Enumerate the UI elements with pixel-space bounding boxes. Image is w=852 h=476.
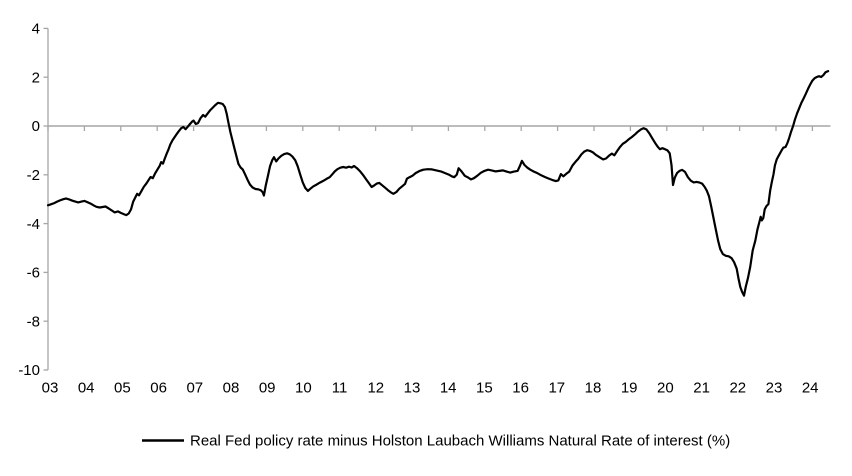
svg-text:-8: -8: [27, 313, 40, 330]
svg-text:03: 03: [42, 380, 59, 397]
svg-text:07: 07: [186, 380, 203, 397]
svg-text:16: 16: [512, 380, 529, 397]
svg-text:10: 10: [295, 380, 312, 397]
svg-text:17: 17: [548, 380, 565, 397]
legend-label: Real Fed policy rate minus Holston Lauba…: [190, 433, 730, 450]
svg-text:2: 2: [32, 69, 40, 86]
svg-text:12: 12: [367, 380, 384, 397]
svg-text:-6: -6: [27, 265, 40, 282]
svg-text:24: 24: [802, 380, 819, 397]
svg-text:08: 08: [223, 380, 240, 397]
svg-text:09: 09: [259, 380, 276, 397]
svg-text:18: 18: [585, 380, 602, 397]
svg-text:-4: -4: [27, 216, 40, 233]
svg-text:13: 13: [404, 380, 421, 397]
svg-text:22: 22: [729, 380, 746, 397]
legend: Real Fed policy rate minus Holston Lauba…: [142, 433, 730, 450]
svg-text:23: 23: [766, 380, 783, 397]
svg-text:21: 21: [693, 380, 710, 397]
svg-text:14: 14: [440, 380, 457, 397]
svg-text:06: 06: [150, 380, 167, 397]
svg-text:19: 19: [621, 380, 638, 397]
svg-text:20: 20: [657, 380, 674, 397]
svg-text:15: 15: [476, 380, 493, 397]
svg-text:11: 11: [332, 380, 348, 397]
svg-text:4: 4: [32, 21, 40, 38]
svg-text:0: 0: [32, 118, 40, 135]
svg-text:-2: -2: [27, 167, 40, 184]
data-line: [46, 69, 830, 297]
svg-text:05: 05: [114, 380, 131, 397]
svg-text:-10: -10: [18, 362, 40, 379]
x-axis-zero-line: 03 04 05 06 07 08 09 10 11 12 13 14 15 16 17 18 19 20 21 22…: [42, 125, 831, 397]
y-axis: 4 2 0 -2 -4 -6 -8 -10: [18, 21, 49, 379]
svg-text:04: 04: [78, 380, 95, 397]
